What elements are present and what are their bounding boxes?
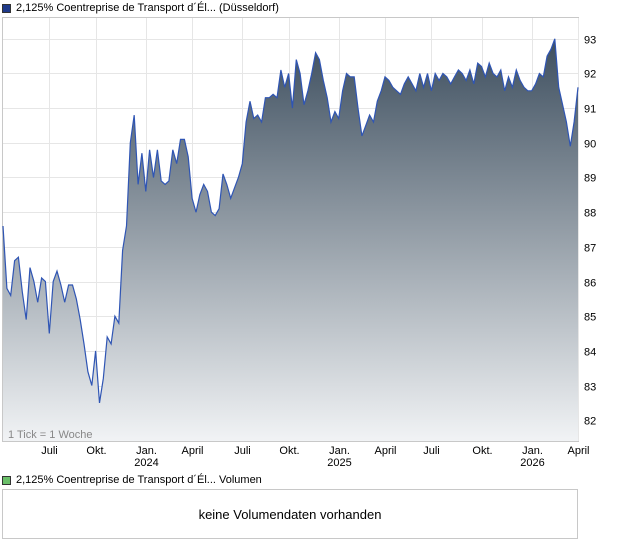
x-tick-label: Okt. [86, 445, 106, 457]
legend-volume-swatch [2, 475, 11, 485]
x-tick-label: April [181, 445, 203, 457]
x-tick-label: April [374, 445, 396, 457]
tick-note: 1 Tick = 1 Woche [8, 429, 92, 441]
y-tick-label: 83 [584, 382, 596, 394]
x-tick-label: Jan. [522, 445, 543, 457]
price-area [3, 38, 578, 442]
y-tick-label: 86 [584, 278, 596, 290]
y-tick-label: 87 [584, 243, 596, 255]
legend-price: 2,125% Coentreprise de Transport d´Él...… [2, 1, 279, 15]
y-tick-label: 82 [584, 416, 596, 428]
volume-message: keine Volumendaten vorhanden [198, 506, 382, 522]
x-tick-year: 2026 [520, 457, 544, 469]
x-tick-label: Juli [234, 445, 251, 457]
x-tick-year: 2024 [134, 457, 158, 469]
y-tick-label: 85 [584, 312, 596, 324]
legend-volume-label: 2,125% Coentreprise de Transport d´Él...… [16, 474, 262, 486]
x-tick-label: Jan. [329, 445, 350, 457]
price-line [2, 38, 579, 403]
y-tick-label: 91 [584, 104, 596, 116]
volume-panel: keine Volumendaten vorhanden [2, 489, 578, 539]
y-axis-labels: 82 83 84 85 86 87 88 89 90 91 92 93 [584, 35, 596, 428]
x-tick-label: Juli [423, 445, 440, 457]
x-tick-label: April [567, 445, 589, 457]
y-tick-label: 84 [584, 347, 596, 359]
x-tick-label: Jan. [136, 445, 157, 457]
y-tick-label: 90 [584, 139, 596, 151]
y-tick-label: 89 [584, 173, 596, 185]
x-tick-label: Juli [41, 445, 58, 457]
y-tick-label: 88 [584, 208, 596, 220]
legend-price-swatch [2, 3, 11, 13]
x-tick-label: Okt. [472, 445, 492, 457]
legend-volume: 2,125% Coentreprise de Transport d´Él...… [2, 473, 262, 487]
x-tick-year: 2025 [327, 457, 351, 469]
legend-price-label: 2,125% Coentreprise de Transport d´Él...… [16, 2, 279, 14]
x-tick-label: Okt. [279, 445, 299, 457]
y-tick-label: 93 [584, 35, 596, 47]
y-tick-label: 92 [584, 69, 596, 81]
